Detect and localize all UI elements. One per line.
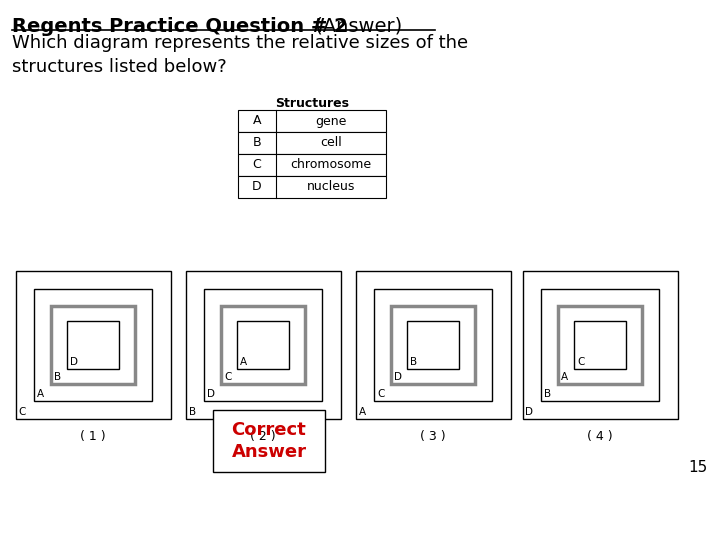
Bar bbox=[51, 306, 135, 384]
Text: Structures: Structures bbox=[275, 97, 349, 110]
Bar bbox=[238, 176, 386, 198]
Text: A: A bbox=[240, 357, 247, 367]
Text: C: C bbox=[377, 389, 384, 399]
Text: B: B bbox=[54, 372, 61, 382]
Bar bbox=[391, 306, 475, 384]
Bar bbox=[523, 271, 678, 419]
Bar bbox=[356, 271, 510, 419]
Text: 15: 15 bbox=[689, 461, 708, 476]
Text: D: D bbox=[252, 180, 262, 193]
Bar bbox=[238, 110, 386, 132]
Text: B: B bbox=[189, 407, 196, 417]
Bar bbox=[574, 321, 626, 369]
Text: C: C bbox=[224, 372, 231, 382]
Text: ( 2 ): ( 2 ) bbox=[250, 430, 276, 443]
Bar bbox=[238, 154, 386, 176]
Text: Correct
Answer: Correct Answer bbox=[232, 421, 307, 461]
Text: D: D bbox=[394, 372, 402, 382]
Text: D: D bbox=[70, 357, 78, 367]
Text: Regents Practice Question # 2: Regents Practice Question # 2 bbox=[12, 17, 348, 36]
Text: Which diagram represents the relative sizes of the
structures listed below?: Which diagram represents the relative si… bbox=[12, 34, 468, 76]
Text: ( 1 ): ( 1 ) bbox=[80, 430, 106, 443]
Text: ( 4 ): ( 4 ) bbox=[588, 430, 613, 443]
Text: B: B bbox=[253, 137, 261, 150]
Text: ( 3 ): ( 3 ) bbox=[420, 430, 446, 443]
Text: (Answer): (Answer) bbox=[309, 17, 402, 36]
Bar bbox=[221, 306, 305, 384]
Bar bbox=[541, 289, 659, 401]
Text: cell: cell bbox=[320, 137, 342, 150]
Bar bbox=[558, 306, 642, 384]
Bar bbox=[237, 321, 289, 369]
Bar bbox=[204, 289, 322, 401]
Bar bbox=[34, 289, 152, 401]
Text: gene: gene bbox=[315, 114, 347, 127]
Text: nucleus: nucleus bbox=[307, 180, 355, 193]
Text: chromosome: chromosome bbox=[290, 159, 372, 172]
Text: C: C bbox=[253, 159, 261, 172]
Text: A: A bbox=[37, 389, 44, 399]
Text: C: C bbox=[19, 407, 26, 417]
Bar bbox=[16, 271, 171, 419]
Text: A: A bbox=[359, 407, 366, 417]
Bar bbox=[407, 321, 459, 369]
Text: D: D bbox=[526, 407, 534, 417]
Text: D: D bbox=[207, 389, 215, 399]
Bar bbox=[213, 410, 325, 472]
Bar bbox=[67, 321, 119, 369]
Text: B: B bbox=[544, 389, 551, 399]
Bar bbox=[238, 132, 386, 154]
Text: C: C bbox=[577, 357, 585, 367]
Bar bbox=[186, 271, 341, 419]
Text: B: B bbox=[410, 357, 417, 367]
Text: A: A bbox=[253, 114, 261, 127]
Bar bbox=[374, 289, 492, 401]
Text: A: A bbox=[561, 372, 568, 382]
